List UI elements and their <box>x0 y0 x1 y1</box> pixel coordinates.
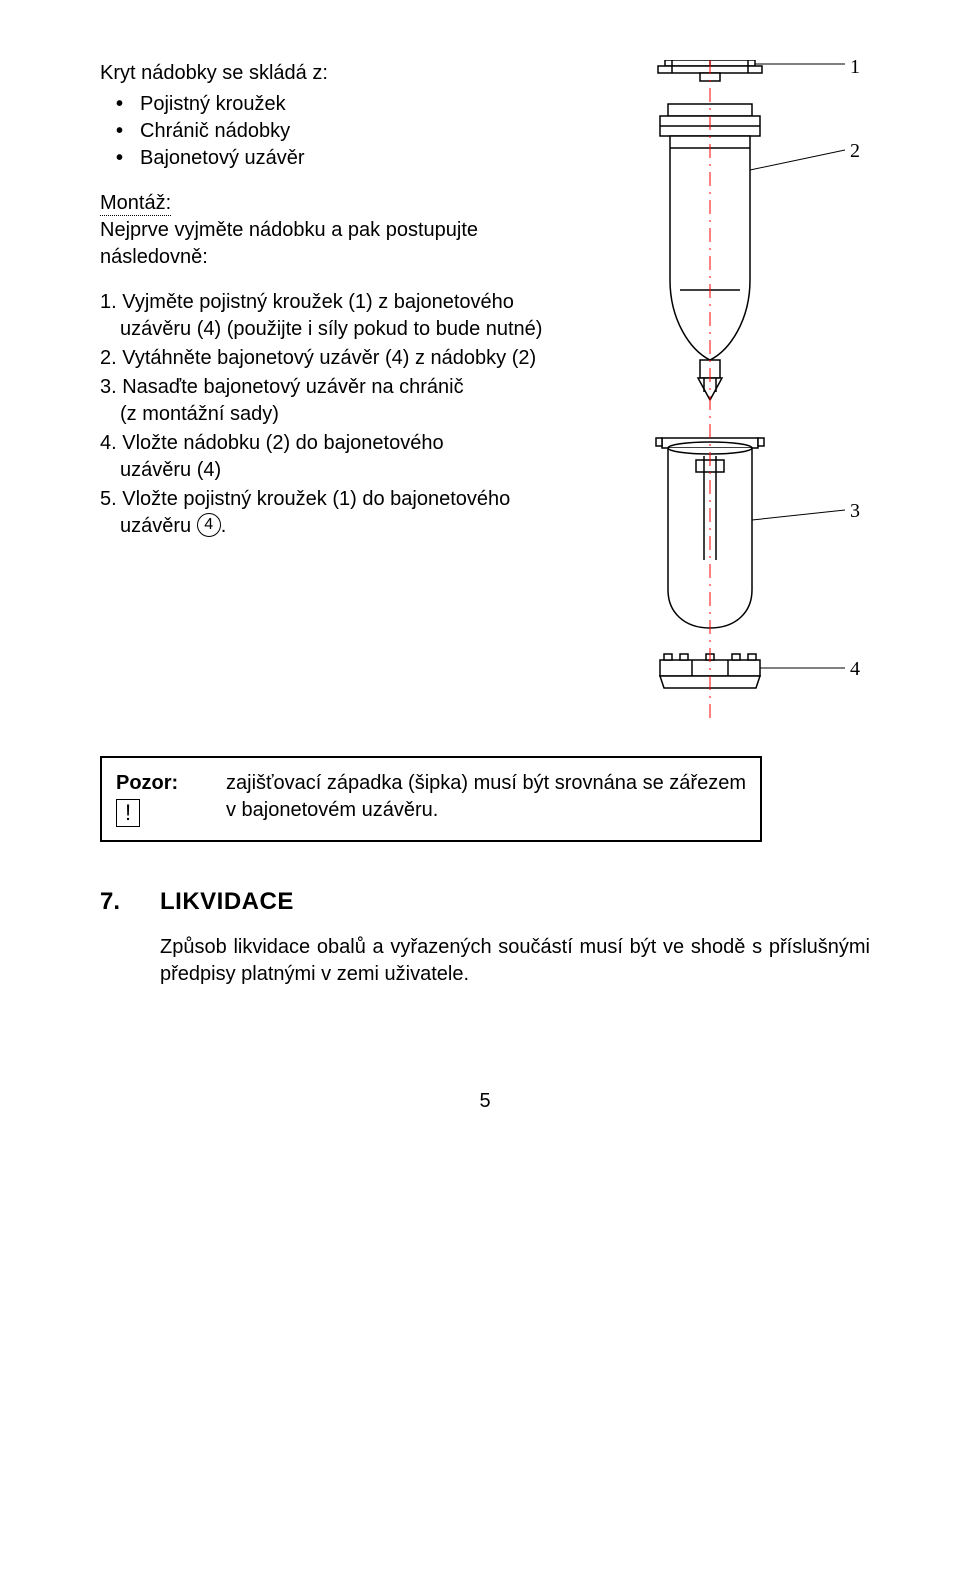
parts-list: Pojistný kroužek Chránič nádobky Bajonet… <box>100 91 580 172</box>
diagram-svg <box>610 60 870 720</box>
diagram-label-1: 1 <box>850 54 860 81</box>
parts-list-item: Bajonetový uzávěr <box>140 145 580 172</box>
warning-icon: ! <box>116 799 140 827</box>
diagram-label-2: 2 <box>850 138 860 165</box>
assembly-steps: 1. Vyjměte pojistný kroužek (1) z bajone… <box>100 289 580 540</box>
section-7-text: Způsob likvidace obalů a vyřazených souč… <box>160 934 870 988</box>
page-number: 5 <box>100 1088 870 1115</box>
parts-list-item: Chránič nádobky <box>140 118 580 145</box>
diagram-label-4: 4 <box>850 656 860 683</box>
diagram-label-3: 3 <box>850 498 860 525</box>
montaz-text: Nejprve vyjměte nádobku a pak postupujte <box>100 217 580 244</box>
step-5: 5. Vložte pojistný kroužek (1) do bajone… <box>100 486 580 540</box>
section-7-number: 7. <box>100 886 130 918</box>
circled-number-icon: 4 <box>197 513 221 537</box>
step-2: 2. Vytáhněte bajonetový uzávěr (4) z nád… <box>100 345 580 372</box>
step-3: 3. Nasaďte bajonetový uzávěr na chránič … <box>100 374 580 428</box>
section-7-title: LIKVIDACE <box>160 886 870 918</box>
warning-box: Pozor: ! zajišťovací západka (šipka) mus… <box>100 756 762 842</box>
consists-of-line: Kryt nádobky se skládá z: <box>100 60 580 87</box>
step-1: 1. Vyjměte pojistný kroužek (1) z bajone… <box>100 289 580 343</box>
step-4: 4. Vložte nádobku (2) do bajonetového uz… <box>100 430 580 484</box>
warning-title: Pozor: <box>116 770 206 797</box>
parts-list-item: Pojistný kroužek <box>140 91 580 118</box>
assembly-diagram: 1 2 3 4 <box>610 60 870 720</box>
montaz-text-2: následovně: <box>100 244 580 271</box>
montaz-heading: Montáž: <box>100 190 580 217</box>
warning-text: zajišťovací západka (šipka) musí být sro… <box>226 770 746 828</box>
